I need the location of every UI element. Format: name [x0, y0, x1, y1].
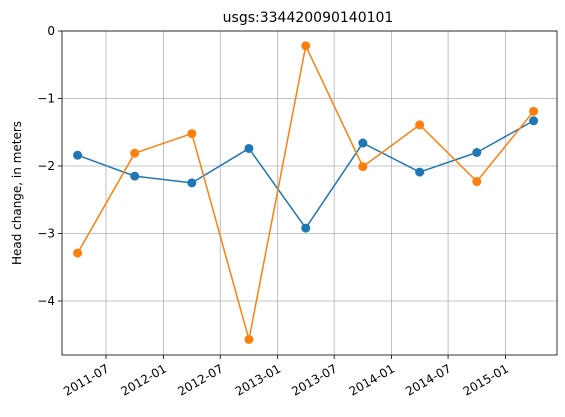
series-2-point: [244, 334, 254, 344]
y-tick-label: −2: [37, 159, 55, 173]
y-tick-label: −3: [37, 227, 55, 241]
x-tick-label: 2013-01: [233, 361, 283, 398]
grid: [62, 30, 557, 355]
y-axis-label: Head change, in meters: [10, 121, 24, 265]
x-tick-label: 2014-01: [347, 361, 397, 398]
series-2-point: [529, 106, 539, 116]
series-1-point: [130, 171, 140, 181]
series-1-point: [244, 143, 254, 153]
series-1-line: [77, 120, 534, 229]
x-tick-label: 2011-07: [61, 361, 111, 398]
chart-title: usgs:334420090140101: [223, 10, 394, 26]
series-1-point: [472, 148, 482, 157]
y-tick-label: 0: [47, 24, 55, 38]
series-2-line: [76, 45, 535, 341]
series-1-point: [415, 167, 425, 177]
series-2: [73, 41, 539, 344]
series-1-point: [301, 223, 311, 233]
series-1: [73, 116, 539, 233]
y-tick-label: −4: [37, 294, 55, 308]
series-2-point: [73, 248, 83, 258]
x-tick-label: 2012-07: [175, 361, 225, 398]
series-1-point: [73, 150, 83, 160]
series-1-point: [187, 178, 197, 188]
series-2-point: [415, 120, 425, 130]
x-tick-label: 2013-07: [289, 361, 339, 398]
series-1-point: [529, 116, 539, 126]
series-1-point: [358, 138, 368, 148]
series-layer: [73, 41, 539, 344]
x-tick-label: 2014-07: [403, 361, 453, 398]
series-2-point: [358, 162, 368, 172]
y-tick-label: −1: [37, 92, 55, 106]
plot-frame: [61, 30, 558, 356]
series-2-point: [187, 129, 197, 139]
series-2-point: [301, 41, 311, 51]
x-axis: 2011-07 2012-01 2012-07 2013-01 2013-07 2014-…: [61, 355, 511, 399]
x-tick-label: 2015-01: [461, 361, 511, 398]
x-tick-label: 2012-01: [119, 361, 169, 398]
y-axis: 0 −1 −2 −3 −4: [37, 24, 62, 308]
series-2-point: [472, 177, 482, 187]
series-2-point: [130, 148, 140, 158]
